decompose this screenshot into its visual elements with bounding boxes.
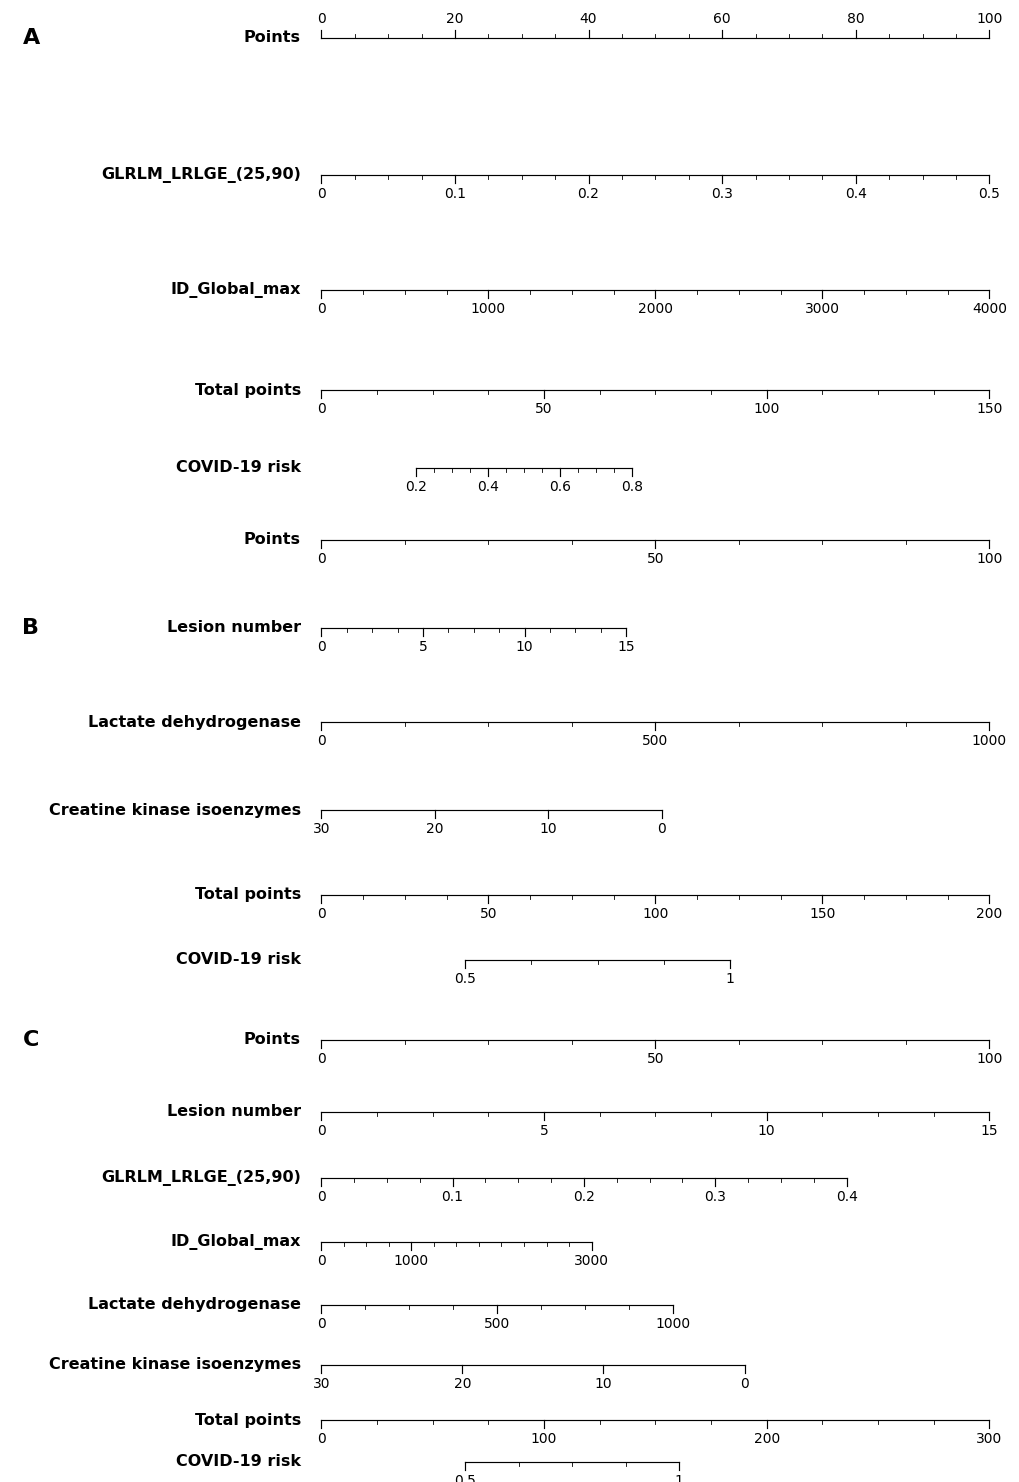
Text: 0.3: 0.3 — [704, 1190, 726, 1205]
Text: 0: 0 — [317, 187, 325, 202]
Text: 0.5: 0.5 — [977, 187, 1000, 202]
Text: 200: 200 — [975, 907, 1002, 922]
Text: 0.2: 0.2 — [405, 480, 427, 494]
Text: 50: 50 — [646, 1052, 663, 1066]
Text: A: A — [22, 28, 40, 47]
Text: 3000: 3000 — [804, 302, 839, 316]
Text: 10: 10 — [594, 1377, 611, 1392]
Text: 15: 15 — [979, 1125, 998, 1138]
Text: 5: 5 — [539, 1125, 548, 1138]
Text: 0.4: 0.4 — [844, 187, 866, 202]
Text: B: B — [22, 618, 40, 637]
Text: 3000: 3000 — [574, 1254, 608, 1269]
Text: Total points: Total points — [195, 1412, 301, 1427]
Text: 0: 0 — [317, 734, 325, 748]
Text: 150: 150 — [975, 402, 1002, 416]
Text: ID_Global_max: ID_Global_max — [170, 1235, 301, 1249]
Text: 0.1: 0.1 — [441, 1190, 464, 1205]
Text: 300: 300 — [975, 1432, 1002, 1446]
Text: 0.4: 0.4 — [835, 1190, 857, 1205]
Text: 80: 80 — [846, 12, 864, 25]
Text: 0: 0 — [317, 907, 325, 922]
Text: COVID-19 risk: COVID-19 risk — [175, 1454, 301, 1470]
Text: 0: 0 — [657, 823, 665, 836]
Text: Total points: Total points — [195, 382, 301, 397]
Text: 0.6: 0.6 — [549, 480, 571, 494]
Text: 100: 100 — [975, 12, 1002, 25]
Text: 0: 0 — [317, 302, 325, 316]
Text: Lesion number: Lesion number — [167, 621, 301, 636]
Text: Creatine kinase isoenzymes: Creatine kinase isoenzymes — [49, 1358, 301, 1372]
Text: 0.5: 0.5 — [453, 1475, 476, 1482]
Text: Lactate dehydrogenase: Lactate dehydrogenase — [88, 1298, 301, 1313]
Text: 1000: 1000 — [471, 302, 505, 316]
Text: GLRLM_LRLGE_(25,90): GLRLM_LRLGE_(25,90) — [101, 167, 301, 182]
Text: Points: Points — [244, 1033, 301, 1048]
Text: Lactate dehydrogenase: Lactate dehydrogenase — [88, 714, 301, 729]
Text: 1000: 1000 — [971, 734, 1006, 748]
Text: 0: 0 — [317, 553, 325, 566]
Text: 1000: 1000 — [655, 1317, 690, 1331]
Text: 0.5: 0.5 — [453, 972, 476, 986]
Text: 10: 10 — [539, 823, 556, 836]
Text: 100: 100 — [975, 553, 1002, 566]
Text: 30: 30 — [312, 1377, 330, 1392]
Text: 0: 0 — [317, 1254, 325, 1269]
Text: 0: 0 — [317, 1052, 325, 1066]
Text: 50: 50 — [646, 553, 663, 566]
Text: 20: 20 — [445, 12, 464, 25]
Text: 2000: 2000 — [637, 302, 673, 316]
Text: Total points: Total points — [195, 888, 301, 903]
Text: 50: 50 — [535, 402, 552, 416]
Text: 0.3: 0.3 — [710, 187, 733, 202]
Text: 0: 0 — [317, 1317, 325, 1331]
Text: 500: 500 — [642, 734, 667, 748]
Text: 5: 5 — [418, 640, 427, 654]
Text: 100: 100 — [642, 907, 667, 922]
Text: C: C — [22, 1030, 39, 1051]
Text: 150: 150 — [808, 907, 835, 922]
Text: Points: Points — [244, 31, 301, 46]
Text: 1: 1 — [726, 972, 734, 986]
Text: 0: 0 — [317, 1190, 325, 1205]
Text: 200: 200 — [753, 1432, 780, 1446]
Text: GLRLM_LRLGE_(25,90): GLRLM_LRLGE_(25,90) — [101, 1169, 301, 1186]
Text: 0: 0 — [317, 12, 325, 25]
Text: ID_Global_max: ID_Global_max — [170, 282, 301, 298]
Text: 10: 10 — [516, 640, 533, 654]
Text: 0.2: 0.2 — [573, 1190, 594, 1205]
Text: 15: 15 — [616, 640, 635, 654]
Text: 10: 10 — [757, 1125, 774, 1138]
Text: COVID-19 risk: COVID-19 risk — [175, 461, 301, 476]
Text: 20: 20 — [426, 823, 443, 836]
Text: 0.4: 0.4 — [477, 480, 498, 494]
Text: 0.1: 0.1 — [443, 187, 466, 202]
Text: 0: 0 — [740, 1377, 748, 1392]
Text: 4000: 4000 — [971, 302, 1006, 316]
Text: 0: 0 — [317, 1432, 325, 1446]
Text: 0.8: 0.8 — [621, 480, 643, 494]
Text: 30: 30 — [312, 823, 330, 836]
Text: 1: 1 — [675, 1475, 683, 1482]
Text: 0: 0 — [317, 402, 325, 416]
Text: COVID-19 risk: COVID-19 risk — [175, 953, 301, 968]
Text: 0: 0 — [317, 1125, 325, 1138]
Text: 0: 0 — [317, 640, 325, 654]
Text: 40: 40 — [579, 12, 597, 25]
Text: 100: 100 — [975, 1052, 1002, 1066]
Text: 0.2: 0.2 — [577, 187, 599, 202]
Text: 50: 50 — [479, 907, 496, 922]
Text: 500: 500 — [484, 1317, 510, 1331]
Text: 100: 100 — [530, 1432, 556, 1446]
Text: Creatine kinase isoenzymes: Creatine kinase isoenzymes — [49, 802, 301, 818]
Text: Lesion number: Lesion number — [167, 1104, 301, 1119]
Text: 60: 60 — [712, 12, 731, 25]
Text: 20: 20 — [453, 1377, 471, 1392]
Text: 1000: 1000 — [393, 1254, 429, 1269]
Text: 100: 100 — [753, 402, 780, 416]
Text: Points: Points — [244, 532, 301, 547]
